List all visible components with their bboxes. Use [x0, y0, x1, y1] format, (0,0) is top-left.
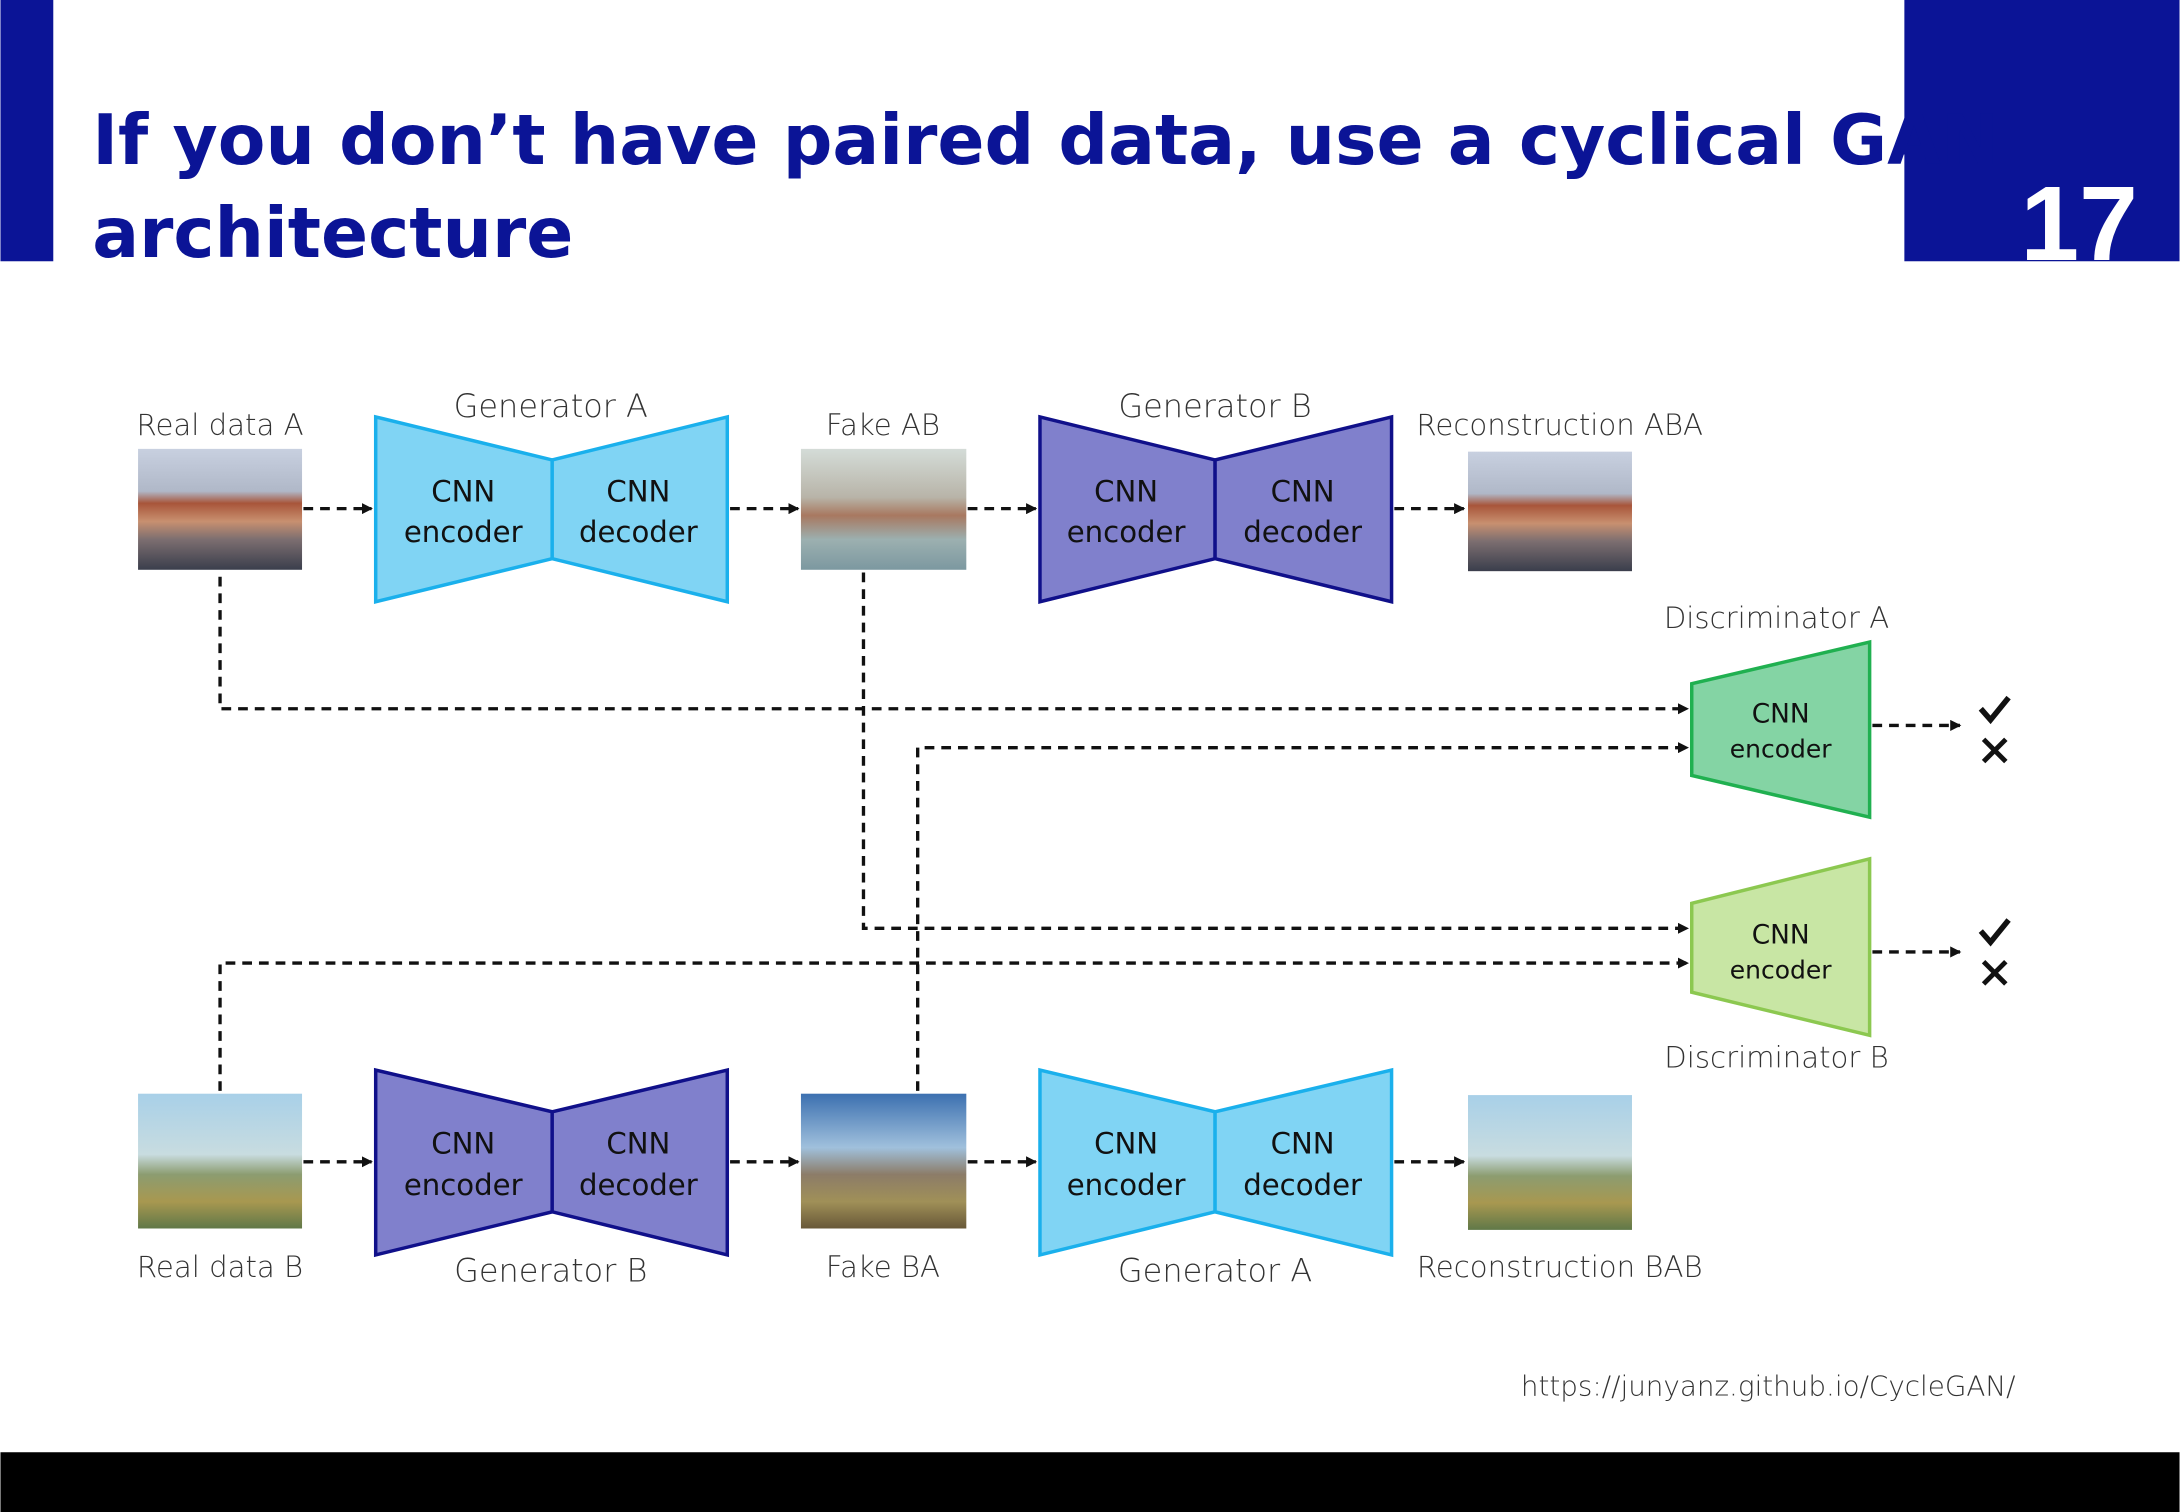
label-discriminator-a: Discriminator A — [1664, 601, 1889, 635]
block-decoder: decoder — [1243, 515, 1362, 549]
generator-a-bottom: CNN encoder CNN decoder — [1038, 1067, 1394, 1258]
block-encoder: encoder — [1730, 955, 1833, 984]
block-decoder: decoder — [1243, 1168, 1362, 1202]
block-cnn: CNN — [431, 1126, 495, 1160]
block-cnn: CNN — [606, 1126, 670, 1160]
slide-title-line2: architecture — [92, 194, 573, 274]
cross-icon — [1981, 737, 2008, 764]
block-decoder: decoder — [579, 515, 698, 549]
image-real-data-a — [138, 448, 303, 570]
label-generator-a-top: Generator A — [454, 387, 648, 425]
image-fake-ab — [800, 448, 967, 570]
generator-b-top: CNN encoder CNN decoder — [1038, 414, 1394, 604]
generator-a-top: CNN encoder CNN decoder — [373, 414, 730, 604]
arrow-real-b-to-disc-b — [218, 957, 1689, 1091]
block-encoder: encoder — [404, 1168, 523, 1202]
block-cnn: CNN — [606, 475, 670, 509]
label-reconstruction-bab: Reconstruction BAB — [1417, 1250, 1703, 1284]
block-encoder: encoder — [1067, 1168, 1186, 1202]
slide-title-line1: If you don’t have paired data, use a cyc… — [92, 101, 1999, 181]
block-encoder: encoder — [404, 515, 523, 549]
accent-bar — [0, 0, 54, 262]
block-cnn: CNN — [1752, 699, 1810, 730]
label-generator-b-bottom: Generator B — [454, 1251, 647, 1289]
image-reconstruction-aba — [1468, 451, 1632, 572]
block-encoder: encoder — [1067, 515, 1186, 549]
arrow-fake-ba-to-disc-a — [916, 742, 1689, 1091]
cross-icon — [1981, 959, 2008, 986]
label-reconstruction-aba: Reconstruction ABA — [1416, 408, 1703, 442]
block-cnn: CNN — [1094, 475, 1158, 509]
block-cnn: CNN — [1094, 1126, 1158, 1160]
image-fake-ba — [800, 1093, 967, 1229]
check-icon — [1978, 695, 2011, 725]
label-real-data-a: Real data A — [136, 408, 303, 442]
label-real-data-b: Real data B — [137, 1250, 303, 1284]
block-encoder: encoder — [1730, 734, 1833, 763]
block-cnn: CNN — [431, 475, 495, 509]
image-reconstruction-bab — [1468, 1095, 1632, 1230]
arrow-fake-ab-to-disc-b — [861, 572, 1689, 934]
label-generator-a-bottom: Generator A — [1118, 1251, 1312, 1289]
label-discriminator-b: Discriminator B — [1664, 1040, 1888, 1074]
block-cnn: CNN — [1271, 1126, 1335, 1160]
generator-b-bottom: CNN encoder CNN decoder — [373, 1067, 730, 1258]
block-decoder: decoder — [579, 1168, 698, 1202]
page-number: 17 — [2020, 165, 2137, 283]
label-generator-b-top: Generator B — [1118, 387, 1311, 425]
check-icon — [1978, 918, 2011, 947]
discriminator-a: CNN encoder — [1690, 639, 1872, 820]
image-real-data-b — [138, 1093, 303, 1229]
label-fake-ba: Fake BA — [826, 1250, 940, 1284]
page-number-box — [1904, 0, 2180, 262]
label-fake-ab: Fake AB — [826, 408, 940, 442]
discriminator-b: CNN encoder — [1690, 856, 1872, 1038]
block-cnn: CNN — [1752, 920, 1810, 951]
bottom-band — [0, 1452, 2180, 1512]
arrow-real-a-to-disc-a — [218, 576, 1689, 715]
block-cnn: CNN — [1271, 475, 1335, 509]
source-link[interactable]: https://junyanz.github.io/CycleGAN/ — [1521, 1369, 2016, 1402]
